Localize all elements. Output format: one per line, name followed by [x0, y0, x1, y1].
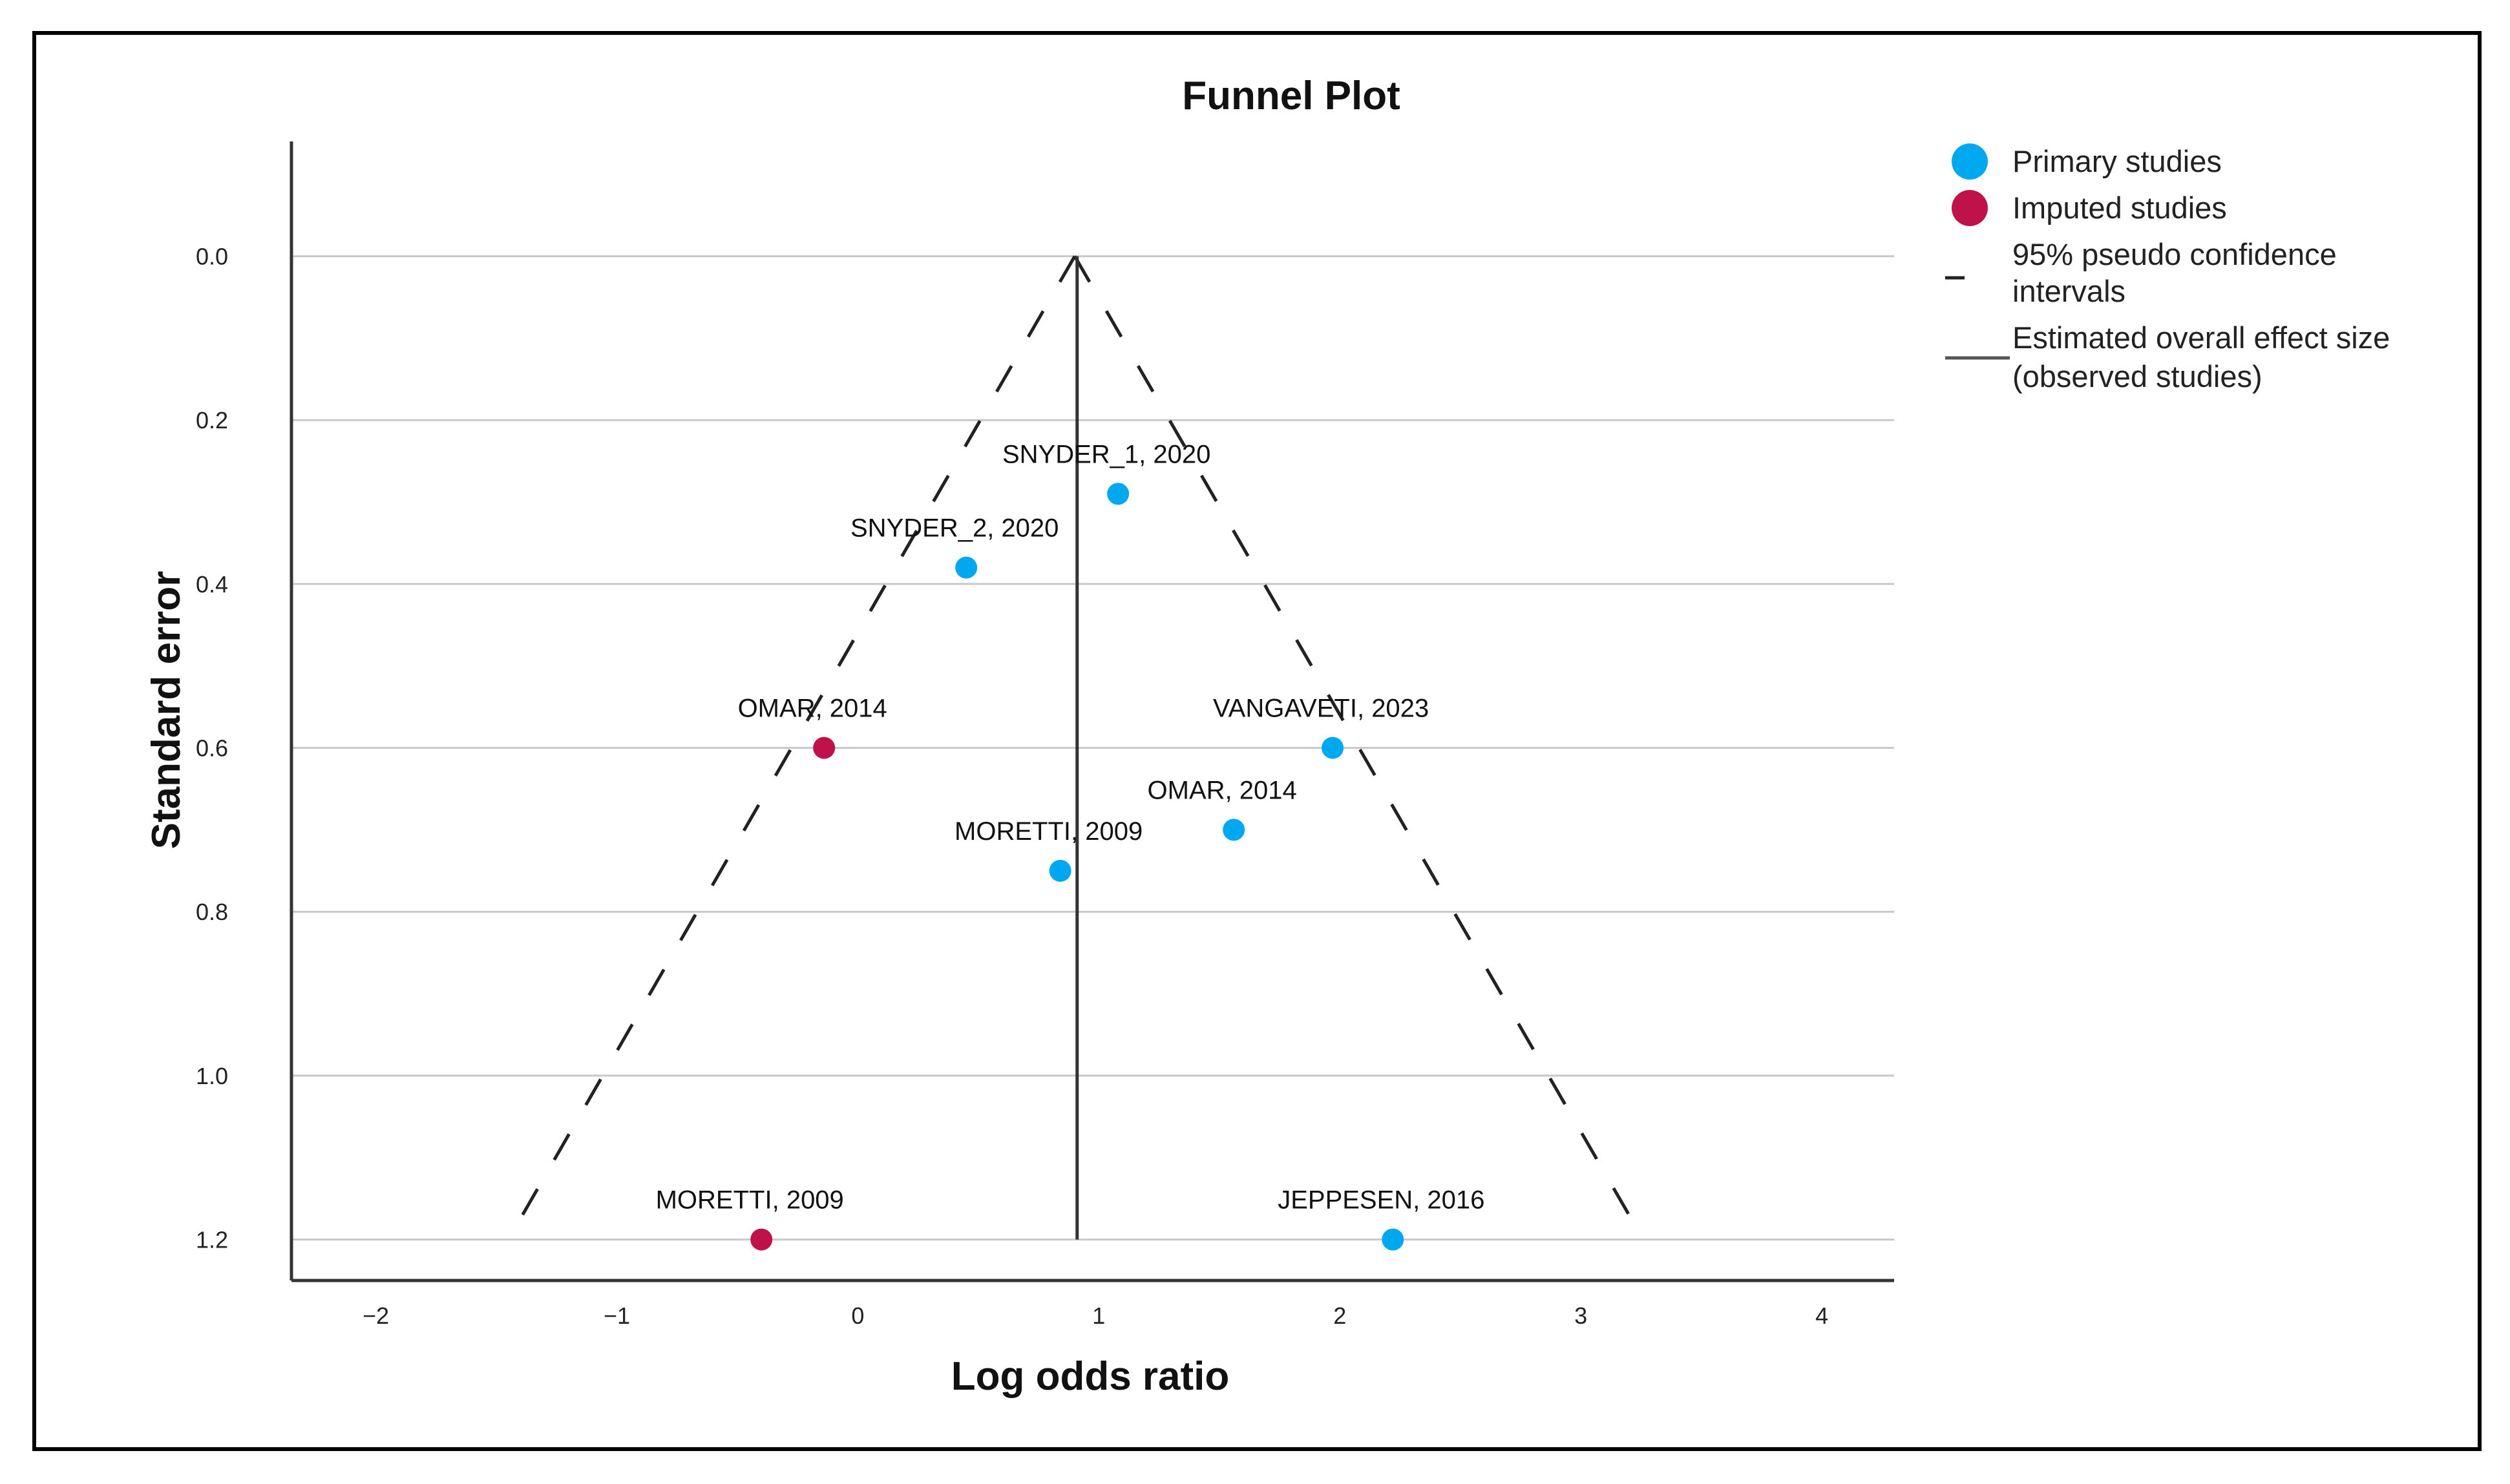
y-tick-label: 0.4 [196, 571, 228, 598]
x-tick-label: 4 [1815, 1302, 1828, 1329]
y-tick-label: 0.6 [196, 735, 228, 762]
effect-legend-label: Estimated overall effect size [2012, 320, 2390, 355]
imputed-study-point [813, 737, 836, 759]
x-tick-label: 1 [1092, 1302, 1105, 1329]
y-tick-label: 0.8 [196, 899, 228, 925]
primary-study-label: SNYDER_2, 2020 [850, 514, 1059, 543]
y-tick-label: 0.2 [196, 407, 228, 434]
primary-study-point [1322, 737, 1344, 759]
x-axis-title: Log odds ratio [951, 1354, 1230, 1399]
chart-title: Funnel Plot [1182, 74, 1400, 118]
x-tick-label: −2 [363, 1302, 389, 1329]
x-tick-label: 2 [1333, 1302, 1346, 1329]
primary-study-point [1049, 859, 1071, 882]
primary-study-label: OMAR, 2014 [1148, 776, 1297, 804]
x-tick-label: −1 [604, 1302, 630, 1329]
imputed-study-point [750, 1228, 773, 1251]
y-tick-label: 1.2 [196, 1227, 228, 1253]
ci-legend-label: 95% pseudo confidence [2012, 237, 2337, 271]
primary-study-label: MORETTI, 2009 [954, 817, 1143, 846]
y-tick-label: 1.0 [196, 1063, 228, 1089]
chart-frame: 0.0 0.2 0.4 0.6 0.8 1.0 1.2 −2 −1 0 1 2 3 4 SNYDER_1,… [32, 31, 2482, 1451]
imputed-legend-marker [1952, 190, 1988, 226]
axes-layer: 0.0 0.2 0.4 0.6 0.8 1.0 1.2 −2 −1 0 1 2 3 4 [196, 141, 1894, 1329]
grid-layer [291, 255, 1894, 1241]
effect-legend-label: (observed studies) [2012, 359, 2262, 393]
primary-legend-marker [1952, 143, 1988, 180]
primary-study-label: JEPPESEN, 2016 [1278, 1186, 1484, 1215]
primary-study-point [1223, 819, 1245, 841]
primary-study-label: SNYDER_1, 2020 [1002, 440, 1210, 468]
imputed-study-label: MORETTI, 2009 [656, 1186, 844, 1215]
y-axis-title: Standard error [144, 571, 189, 850]
y-tick-label: 0.0 [196, 244, 228, 270]
funnel-plot-chart: 0.0 0.2 0.4 0.6 0.8 1.0 1.2 −2 −1 0 1 2 3 4 SNYDER_1,… [144, 74, 2390, 1399]
labels-layer: SNYDER_1, 2020 SNYDER_2, 2020 VANGAVETI, 2… [656, 440, 1485, 1214]
x-tick-label: 3 [1574, 1302, 1587, 1329]
lines-layer [507, 255, 1630, 1240]
ci-legend-label: intervals [2012, 274, 2125, 308]
primary-legend-label: Primary studies [2012, 144, 2222, 178]
x-tick-label: 0 [851, 1302, 864, 1329]
ci-line-right [1073, 255, 1630, 1216]
imputed-legend-label: Imputed studies [2012, 191, 2227, 225]
primary-study-point [1382, 1228, 1404, 1251]
primary-study-label: VANGAVETI, 2023 [1213, 695, 1429, 723]
imputed-study-label: OMAR, 2014 [738, 695, 887, 723]
points-layer [750, 483, 1404, 1251]
primary-study-point [1107, 483, 1130, 505]
legend: Primary studies Imputed studies 95% pseudo… [1945, 143, 2390, 393]
primary-study-point [955, 556, 978, 579]
